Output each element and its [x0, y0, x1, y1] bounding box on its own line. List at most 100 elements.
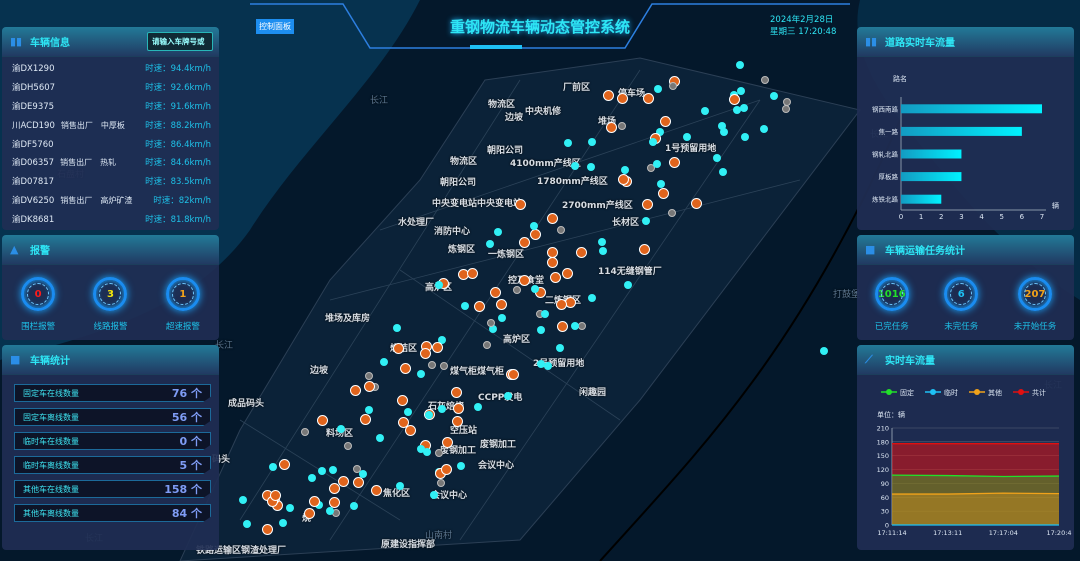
map-area-label[interactable]: 炼钢区	[448, 245, 476, 255]
vehicle-dot-marker[interactable]	[365, 406, 374, 415]
vehicle-dot-marker[interactable]	[485, 240, 494, 249]
truck-marker[interactable]	[399, 363, 411, 375]
vehicle-dot-marker[interactable]	[760, 125, 768, 133]
map-area-label[interactable]: 空压站	[450, 426, 478, 436]
vehicle-dot-marker[interactable]	[641, 217, 650, 226]
truck-marker[interactable]	[616, 93, 628, 105]
map-area-label[interactable]: 会议中心	[478, 461, 515, 471]
map-area-label[interactable]: 长材区	[612, 218, 640, 228]
vehicle-dot-marker[interactable]	[279, 518, 288, 527]
vehicle-dot-marker[interactable]	[344, 442, 353, 451]
truck-marker[interactable]	[316, 414, 328, 426]
truck-marker[interactable]	[304, 507, 316, 519]
vehicle-dot-marker[interactable]	[239, 496, 248, 505]
vehicle-dot-marker[interactable]	[720, 128, 728, 136]
vehicle-dot-marker[interactable]	[437, 335, 446, 344]
vehicle-dot-marker[interactable]	[599, 246, 608, 255]
truck-marker[interactable]	[352, 476, 364, 488]
map-area-label[interactable]: 物流区	[450, 157, 478, 167]
truck-marker[interactable]	[576, 247, 588, 259]
map-area-label[interactable]: 堆场及库房	[325, 314, 371, 324]
vehicle-dot-marker[interactable]	[652, 160, 661, 169]
map-area-label[interactable]: 原建设指挥部	[381, 540, 436, 550]
map-area-label[interactable]: 铁路运输区钢渣处理厂	[196, 546, 287, 556]
map-area-label[interactable]: 一炼钢区	[488, 250, 525, 260]
vehicle-row[interactable]: 渝DF5760 时速：86.4km/h	[2, 134, 219, 153]
vehicle-dot-marker[interactable]	[598, 237, 607, 246]
map-area-label[interactable]: CCPP发电	[478, 393, 523, 403]
vehicle-dot-marker[interactable]	[393, 324, 402, 333]
vehicle-row[interactable]: 渝D07817 时速：83.5km/h	[2, 172, 219, 191]
truck-marker[interactable]	[360, 413, 372, 425]
vehicle-row[interactable]: 川ACD190 销售出厂 中厚板 时速：88.2km/h	[2, 115, 219, 134]
vehicle-dot-marker[interactable]	[317, 467, 326, 476]
vehicle-dot-marker[interactable]	[586, 162, 595, 171]
vehicle-row[interactable]: 渝DE9375 时速：91.6km/h	[2, 97, 219, 116]
vehicle-dot-marker[interactable]	[740, 104, 748, 112]
vehicle-dot-marker[interactable]	[425, 410, 434, 419]
vehicle-dot-marker[interactable]	[461, 302, 470, 311]
vehicle-dot-marker[interactable]	[440, 361, 449, 370]
vehicle-dot-marker[interactable]	[733, 105, 742, 114]
vehicle-dot-marker[interactable]	[350, 502, 359, 511]
vehicle-dot-marker[interactable]	[713, 154, 722, 163]
vehicle-dot-marker[interactable]	[434, 449, 443, 458]
truck-marker[interactable]	[364, 380, 376, 392]
vehicle-dot-marker[interactable]	[531, 285, 540, 294]
map-area-label[interactable]: 边坡	[505, 113, 524, 123]
truck-marker[interactable]	[605, 122, 617, 134]
vehicle-dot-marker[interactable]	[570, 322, 579, 331]
truck-marker[interactable]	[617, 173, 629, 185]
truck-marker[interactable]	[557, 320, 569, 332]
vehicle-dot-marker[interactable]	[578, 322, 587, 331]
truck-marker[interactable]	[657, 188, 669, 200]
truck-marker[interactable]	[452, 416, 464, 428]
vehicle-dot-marker[interactable]	[657, 179, 666, 188]
vehicle-dot-marker[interactable]	[718, 168, 727, 177]
vehicle-dot-marker[interactable]	[655, 127, 664, 136]
vehicle-dot-marker[interactable]	[623, 280, 632, 289]
vehicle-dot-marker[interactable]	[541, 310, 550, 319]
vehicle-dot-marker[interactable]	[587, 293, 596, 302]
truck-marker[interactable]	[490, 287, 502, 299]
map-area-label[interactable]: 料场区	[326, 429, 354, 439]
vehicle-dot-marker[interactable]	[329, 465, 338, 474]
map-area-label[interactable]: 中央机修	[525, 107, 562, 117]
vehicle-dot-marker[interactable]	[618, 122, 627, 131]
vehicle-dot-marker[interactable]	[416, 445, 425, 454]
truck-marker[interactable]	[668, 157, 680, 169]
map-area-label[interactable]: 2号预留用地	[533, 359, 585, 369]
truck-marker[interactable]	[515, 198, 527, 210]
truck-marker[interactable]	[641, 198, 653, 210]
truck-marker[interactable]	[561, 267, 573, 279]
vehicle-dot-marker[interactable]	[352, 465, 361, 474]
map-area-label[interactable]: 堆场	[598, 117, 617, 127]
truck-marker[interactable]	[450, 386, 462, 398]
map-area-label[interactable]: 码头	[212, 455, 231, 465]
vehicle-dot-marker[interactable]	[683, 132, 692, 141]
vehicle-dot-marker[interactable]	[770, 92, 778, 100]
vehicle-dot-marker[interactable]	[782, 104, 791, 113]
vehicle-dot-marker[interactable]	[537, 326, 546, 334]
truck-marker[interactable]	[473, 300, 485, 312]
vehicle-dot-marker[interactable]	[587, 137, 596, 146]
vehicle-dot-marker[interactable]	[242, 519, 251, 528]
truck-marker[interactable]	[507, 369, 519, 381]
vehicle-dot-marker[interactable]	[359, 469, 368, 478]
truck-marker[interactable]	[420, 347, 432, 359]
vehicle-dot-marker[interactable]	[336, 425, 345, 434]
vehicle-row[interactable]: 渝DH5607 时速：92.6km/h	[2, 78, 219, 97]
map-area-label[interactable]: 废钢加工	[480, 440, 517, 450]
vehicle-dot-marker[interactable]	[380, 357, 389, 366]
vehicle-dot-marker[interactable]	[314, 501, 323, 510]
vehicle-dot-marker[interactable]	[375, 434, 384, 443]
map-area-label[interactable]: 114无缝钢管厂	[598, 267, 662, 277]
truck-marker[interactable]	[279, 459, 291, 471]
vehicle-dot-marker[interactable]	[269, 462, 278, 471]
truck-marker[interactable]	[397, 416, 409, 428]
truck-marker[interactable]	[550, 271, 562, 283]
vehicle-dot-marker[interactable]	[555, 344, 564, 353]
map-area-label[interactable]: 厂前区	[563, 83, 591, 93]
vehicle-dot-marker[interactable]	[646, 164, 655, 173]
vehicle-row[interactable]: 渝D06357 销售出厂 热轧 时速：84.6km/h	[2, 153, 219, 172]
